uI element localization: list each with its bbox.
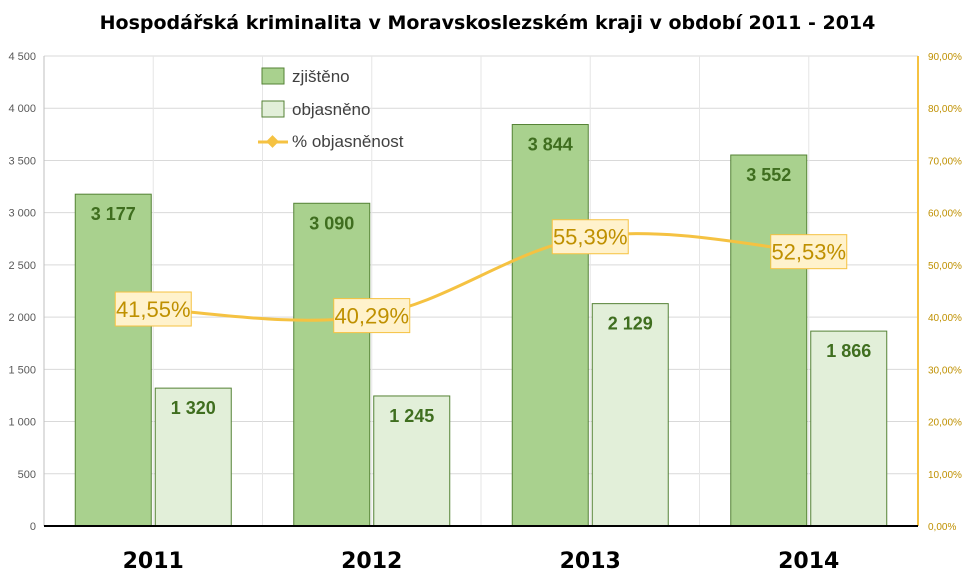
bar-objasneno	[591, 303, 669, 527]
data-label-objasneno: 1 245	[389, 406, 434, 426]
data-label-zjisteno: 3 844	[528, 135, 573, 155]
legend-label-objasneno: objasněno	[292, 100, 370, 119]
bar-zjisteno	[511, 124, 589, 527]
y2-tick-label: 0,00%	[928, 522, 956, 533]
legend-label-objasnenost: % objasněnost	[292, 132, 404, 151]
legend-swatch-zjisteno	[261, 67, 285, 85]
bar-zjisteno	[293, 202, 371, 527]
y2-tick-label: 30,00%	[928, 365, 962, 376]
data-label-objasneno: 1 320	[171, 398, 216, 418]
y2-tick-label: 70,00%	[928, 156, 962, 167]
bar-zjisteno	[730, 154, 808, 527]
data-label-zjisteno: 3 177	[91, 204, 136, 224]
bar-objasneno	[154, 387, 232, 527]
y2-tick-label: 50,00%	[928, 261, 962, 272]
y-tick-label: 500	[18, 469, 36, 481]
legend-marker-objasnenost	[266, 135, 279, 148]
y-tick-label: 0	[30, 521, 36, 533]
y2-tick-label: 60,00%	[928, 209, 962, 220]
y2-tick-label: 10,00%	[928, 470, 962, 481]
data-label-objasneno: 2 129	[608, 314, 653, 334]
y-tick-label: 3 500	[8, 155, 36, 167]
y-tick-label: 1 500	[8, 364, 36, 376]
bar-objasneno	[810, 330, 888, 527]
y-tick-label: 2 000	[8, 312, 36, 324]
pct-label-box	[551, 219, 629, 255]
y-tick-label: 4 500	[8, 51, 36, 63]
pct-data-label: 55,39%	[553, 225, 628, 250]
pct-data-label: 40,29%	[334, 304, 409, 329]
legend-swatch-objasneno	[261, 100, 285, 118]
line-objasnenost	[153, 232, 809, 322]
y2-tick-label: 90,00%	[928, 52, 962, 63]
y-tick-label: 1 000	[8, 417, 36, 429]
pct-data-label: 52,53%	[771, 240, 846, 265]
data-label-zjisteno: 3 090	[309, 213, 354, 233]
y-tick-label: 3 000	[8, 208, 36, 220]
x-category-label: 2013	[560, 549, 621, 574]
x-category-label: 2014	[778, 549, 839, 574]
y-tick-label: 4 000	[8, 103, 36, 115]
data-label-zjisteno: 3 552	[746, 165, 791, 185]
bar-objasneno	[373, 395, 451, 527]
legend-label-zjisteno: zjištěno	[292, 67, 350, 86]
bar-zjisteno	[74, 193, 152, 527]
data-label-objasneno: 1 866	[826, 341, 871, 361]
pct-label-box	[770, 234, 848, 270]
y2-tick-label: 40,00%	[928, 313, 962, 324]
pct-data-label: 41,55%	[116, 297, 191, 322]
y2-tick-label: 20,00%	[928, 418, 962, 429]
pct-label-box	[114, 291, 192, 327]
x-category-label: 2012	[341, 549, 402, 574]
chart-title: Hospodářská kriminalita v Moravskoslezsk…	[99, 12, 876, 34]
pct-label-box	[333, 298, 411, 334]
y-tick-label: 2 500	[8, 260, 36, 272]
x-category-label: 2011	[123, 549, 184, 574]
y2-tick-label: 80,00%	[928, 104, 962, 115]
